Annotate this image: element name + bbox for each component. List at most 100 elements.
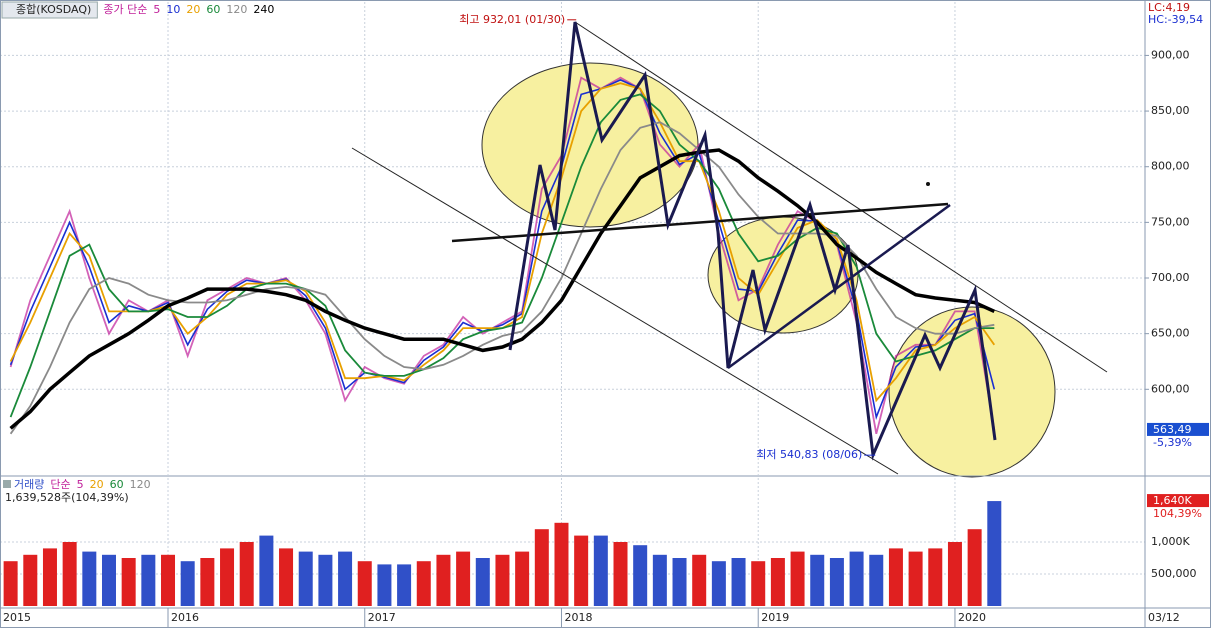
volume-bar	[692, 554, 707, 606]
legend-entry: 120	[130, 478, 151, 491]
chart-title: 종합(KOSDAQ)	[16, 3, 91, 16]
volume-bar	[908, 551, 923, 606]
volume-bar	[633, 545, 648, 606]
volume-bar	[82, 551, 97, 606]
volume-bar	[731, 558, 746, 606]
volume-bar	[554, 522, 569, 606]
volume-bar	[790, 551, 805, 606]
y-tick-label: 500,000	[1151, 567, 1197, 580]
volume-bar	[298, 551, 313, 606]
trend-line	[727, 203, 951, 370]
volume-bar	[279, 548, 294, 606]
legend-entry: 10	[166, 3, 180, 16]
volume-bar	[987, 501, 1002, 606]
volume-title: 거래량	[14, 478, 44, 491]
channel-line	[574, 21, 1108, 373]
x-tick-label: 2018	[564, 611, 592, 624]
last-price-label: 563,49	[1153, 423, 1192, 436]
volume-bar	[849, 551, 864, 606]
y-tick-label: 700,00	[1151, 271, 1190, 284]
volume-subtitle: 1,639,528주(104,39%)	[5, 491, 129, 504]
volume-bar	[180, 561, 195, 606]
legend-entry: 60	[206, 3, 220, 16]
y-tick-label: 800,00	[1151, 160, 1190, 173]
y-tick-label: 1,000K	[1151, 535, 1190, 548]
volume-bar	[3, 561, 18, 606]
volume-bar	[888, 548, 903, 606]
x-tick-label: 2019	[761, 611, 789, 624]
legend-entry: 20	[186, 3, 200, 16]
volume-bar	[377, 564, 392, 606]
x-tick-label: 2020	[958, 611, 986, 624]
volume-bar	[101, 554, 116, 606]
volume-bar	[42, 548, 57, 606]
volume-bar	[574, 535, 589, 606]
volume-bar	[593, 535, 608, 606]
volume-bar	[141, 554, 156, 606]
volume-bar	[436, 554, 451, 606]
legend-entry: 120	[226, 3, 247, 16]
last-volume-label: 1,640K	[1153, 494, 1192, 507]
volume-bar	[416, 561, 431, 606]
volume-bar	[672, 558, 687, 606]
legend-entry: 20	[90, 478, 104, 491]
channel-line	[351, 147, 899, 475]
volume-bar	[23, 554, 38, 606]
volume-bar	[259, 535, 274, 606]
lc-label: LC:4,19	[1148, 1, 1190, 14]
dot	[926, 182, 930, 186]
volume-bar	[810, 554, 825, 606]
volume-bar	[770, 558, 785, 606]
y-tick-label: 600,00	[1151, 382, 1190, 395]
x-tick-label: 03/12	[1148, 611, 1180, 624]
legend-entry: 5	[153, 3, 160, 16]
volume-bar	[200, 558, 215, 606]
volume-bar	[652, 554, 667, 606]
volume-bar	[475, 558, 490, 606]
x-tick-label: 2017	[368, 611, 396, 624]
legend-entry: 240	[253, 3, 274, 16]
series-line	[9, 148, 996, 430]
legend-entry: 60	[110, 478, 124, 491]
y-tick-label: 900,00	[1151, 48, 1190, 61]
volume-bar	[62, 542, 77, 606]
x-tick-label: 2016	[171, 611, 199, 624]
volume-bar	[534, 529, 549, 606]
highlight-ellipse	[888, 306, 1056, 478]
last-price-box	[1147, 422, 1209, 436]
volume-bar	[928, 548, 943, 606]
volume-bar	[751, 561, 766, 606]
last-volume-box	[1147, 494, 1209, 508]
last-change-label: -5,39%	[1153, 436, 1192, 449]
volume-bar	[239, 542, 254, 606]
legend-marker	[3, 480, 11, 488]
high-label: 최고 932,01 (01/30)	[459, 13, 565, 26]
volume-bar	[318, 554, 333, 606]
legend-entry: 5	[77, 478, 84, 491]
volume-bar	[495, 554, 510, 606]
volume-bar	[121, 558, 136, 606]
series-group	[3, 76, 1002, 606]
legend-title: 종가 단순	[103, 3, 147, 16]
title-box	[1, 1, 98, 19]
volume-bar	[711, 561, 726, 606]
x-tick-label: 2015	[3, 611, 31, 624]
y-tick-label: 650,00	[1151, 327, 1190, 340]
series-line	[9, 93, 995, 418]
trend-line	[451, 202, 949, 243]
volume-bar	[220, 548, 235, 606]
y-tick-label: 850,00	[1151, 104, 1190, 117]
hc-label: HC:-39,54	[1148, 13, 1203, 26]
volume-bar	[613, 542, 628, 606]
last-ratio-label: 104,39%	[1153, 507, 1202, 520]
volume-bar	[829, 558, 844, 606]
volume-bar	[161, 554, 176, 606]
y-tick-label: 750,00	[1151, 215, 1190, 228]
volume-bar	[967, 529, 982, 606]
legend-title: 단순	[50, 478, 70, 491]
volume-bar	[515, 551, 530, 606]
wave-line	[508, 21, 997, 461]
volume-bar	[338, 551, 353, 606]
